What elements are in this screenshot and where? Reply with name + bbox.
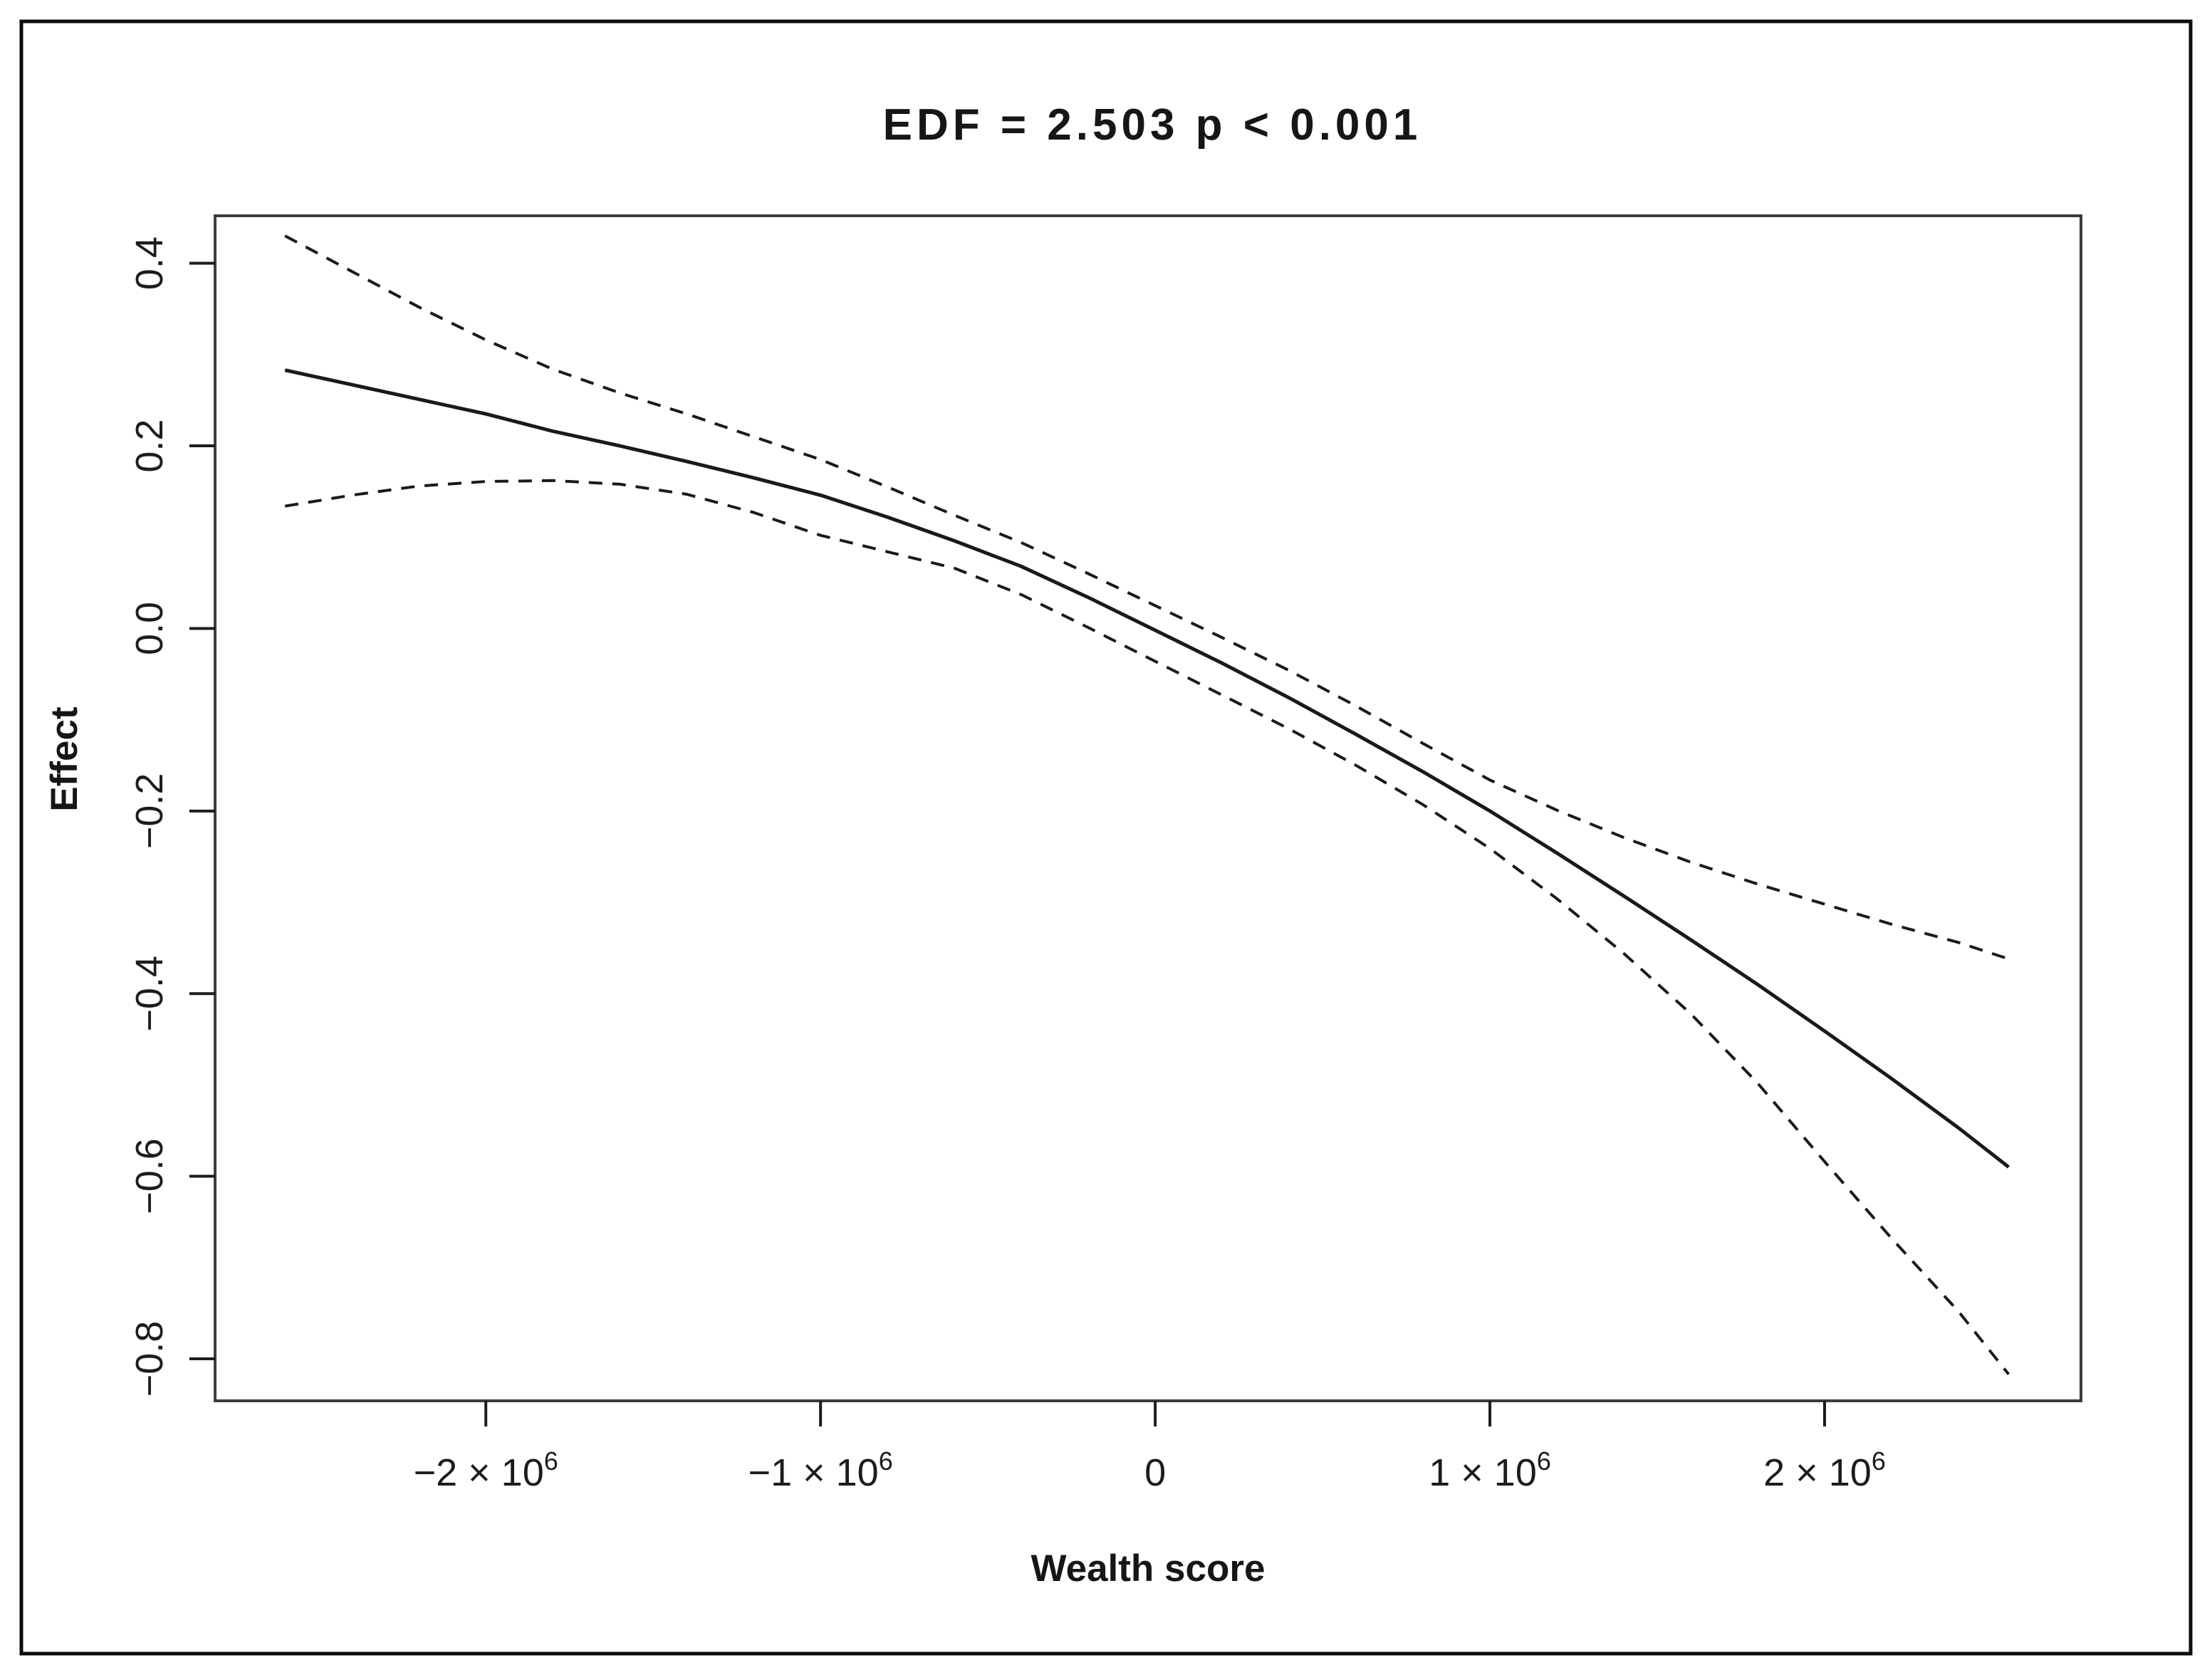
- series-upper-confidence-band: [284, 234, 2010, 961]
- series-lines: [284, 234, 2010, 1376]
- plot-frame: [214, 214, 2082, 1402]
- y-tick-label: −0.2: [128, 773, 171, 850]
- x-tick-label: 2 × 106: [1763, 1446, 1886, 1494]
- y-tick-label: 0.4: [128, 236, 171, 290]
- x-axis-ticks: −2 × 106 −1 × 106 0 1 × 106 2 × 106: [414, 1401, 1886, 1494]
- y-tick-label: 0.2: [128, 419, 171, 473]
- y-tick-label: −0.4: [128, 956, 171, 1032]
- series-smooth-estimate: [284, 368, 2010, 1169]
- x-axis-label: Wealth score: [1031, 1548, 1266, 1590]
- chart-title: EDF = 2.503 p < 0.001: [883, 100, 1422, 150]
- outer-border: [19, 19, 2193, 1656]
- y-tick-label: −0.8: [128, 1321, 171, 1397]
- x-tick-label: −2 × 106: [414, 1446, 558, 1494]
- x-tick-label: 1 × 106: [1429, 1446, 1551, 1494]
- x-tick-label: 0: [1144, 1451, 1166, 1494]
- y-tick-label: −0.6: [128, 1138, 171, 1214]
- y-axis-label: Effect: [43, 706, 85, 811]
- y-axis-ticks: 0.4 0.2 0.0 −0.2 −0.4 −0.6 −0.8: [128, 236, 215, 1397]
- x-tick-label: −1 × 106: [748, 1446, 893, 1494]
- y-tick-label: 0.0: [128, 602, 171, 655]
- series-lower-confidence-band: [284, 479, 2010, 1376]
